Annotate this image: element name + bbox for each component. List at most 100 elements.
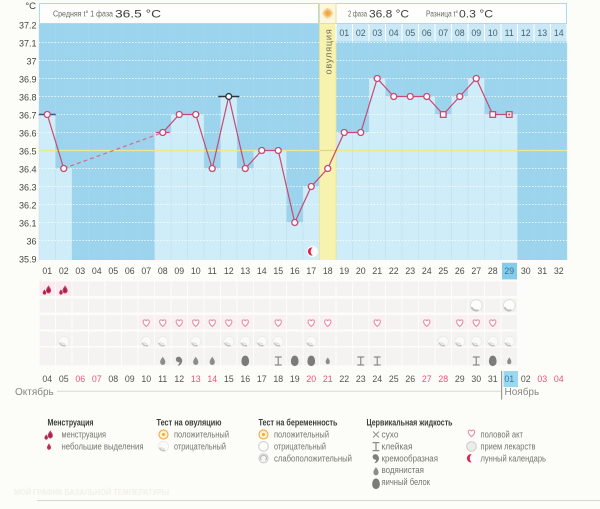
svg-text:02: 02 (521, 374, 531, 384)
svg-text:Октябрь: Октябрь (15, 386, 54, 398)
svg-text:кремообразная: кремообразная (382, 453, 439, 463)
svg-text:31: 31 (537, 266, 547, 276)
svg-text:10: 10 (191, 266, 201, 276)
svg-text:30: 30 (471, 374, 481, 384)
svg-text:27: 27 (422, 374, 432, 384)
svg-text:Ноябрь: Ноябрь (505, 386, 540, 398)
svg-text:Тест на беременность: Тест на беременность (259, 418, 338, 428)
svg-text:37.1: 37.1 (19, 39, 37, 49)
svg-text:11: 11 (505, 28, 514, 38)
svg-text:05: 05 (108, 266, 118, 276)
svg-text:водянистая: водянистая (382, 465, 425, 475)
svg-text:06: 06 (422, 28, 432, 38)
svg-text:10: 10 (141, 374, 151, 384)
svg-text:положительный: положительный (274, 430, 329, 440)
svg-text:37: 37 (26, 57, 36, 67)
svg-text:0.3 °C: 0.3 °C (459, 8, 493, 20)
svg-text:13: 13 (191, 374, 201, 384)
svg-text:яичный белок: яичный белок (382, 477, 431, 487)
svg-text:положительный: положительный (174, 430, 229, 440)
svg-text:19: 19 (339, 266, 349, 276)
svg-text:31: 31 (488, 374, 498, 384)
svg-text:12: 12 (174, 374, 184, 384)
svg-text:Цервикальная жидкость: Цервикальная жидкость (367, 418, 453, 428)
svg-text:01: 01 (42, 266, 52, 276)
svg-text:07: 07 (438, 28, 448, 38)
svg-text:04: 04 (389, 28, 399, 38)
svg-text:°C: °C (25, 1, 36, 12)
svg-text:36.9: 36.9 (19, 75, 37, 85)
svg-text:половой акт: половой акт (481, 430, 524, 440)
svg-text:Разница t°: Разница t° (426, 9, 458, 19)
svg-text:Средняя t° 1 фаза: Средняя t° 1 фаза (53, 9, 113, 19)
svg-text:25: 25 (438, 266, 448, 276)
svg-text:11: 11 (208, 266, 217, 276)
svg-text:15: 15 (224, 374, 234, 384)
svg-text:16: 16 (290, 266, 300, 276)
svg-text:36.6: 36.6 (19, 129, 37, 139)
svg-text:01: 01 (504, 374, 514, 384)
svg-text:отрицательный: отрицательный (174, 441, 226, 451)
svg-text:03: 03 (75, 266, 85, 276)
svg-text:37.2: 37.2 (19, 21, 37, 31)
svg-text:22: 22 (389, 266, 399, 276)
svg-text:05: 05 (59, 374, 69, 384)
svg-text:27: 27 (471, 266, 481, 276)
svg-text:Менструация: Менструация (48, 418, 94, 428)
svg-text:36.4: 36.4 (19, 165, 37, 175)
svg-text:11: 11 (158, 374, 167, 384)
svg-text:09: 09 (174, 266, 184, 276)
svg-text:03: 03 (537, 374, 547, 384)
svg-text:прием лекарств: прием лекарств (481, 441, 536, 451)
svg-text:36.5: 36.5 (19, 147, 37, 157)
svg-text:29: 29 (504, 266, 514, 276)
svg-text:36.8 °C: 36.8 °C (369, 8, 409, 20)
svg-text:небольшие выделения: небольшие выделения (62, 441, 144, 451)
svg-text:25: 25 (389, 374, 399, 384)
svg-text:05: 05 (405, 28, 415, 38)
svg-text:28: 28 (438, 374, 448, 384)
svg-text:2 фаза: 2 фаза (348, 9, 367, 19)
svg-text:08: 08 (158, 266, 168, 276)
svg-text:10: 10 (488, 28, 498, 38)
svg-text:17: 17 (257, 374, 267, 384)
svg-text:23: 23 (356, 374, 366, 384)
svg-text:клейкая: клейкая (382, 441, 413, 451)
svg-text:03: 03 (372, 28, 382, 38)
svg-text:14: 14 (554, 28, 564, 38)
svg-text:08: 08 (108, 374, 118, 384)
svg-text:36.7: 36.7 (19, 111, 37, 121)
svg-text:13: 13 (537, 28, 547, 38)
svg-text:21: 21 (372, 266, 382, 276)
svg-text:26: 26 (455, 266, 465, 276)
svg-text:07: 07 (141, 266, 151, 276)
svg-text:36: 36 (26, 237, 36, 247)
svg-text:отрицательный: отрицательный (274, 441, 326, 451)
svg-text:менструация: менструация (62, 430, 107, 440)
svg-text:36.3: 36.3 (19, 183, 37, 193)
svg-text:19: 19 (290, 374, 300, 384)
svg-text:14: 14 (257, 266, 267, 276)
svg-text:04: 04 (42, 374, 52, 384)
svg-text:36.5 °C: 36.5 °C (115, 8, 161, 20)
svg-text:24: 24 (422, 266, 432, 276)
svg-text:12: 12 (521, 28, 531, 38)
svg-text:36.8: 36.8 (19, 93, 37, 103)
svg-text:09: 09 (471, 28, 481, 38)
svg-text:04: 04 (92, 266, 102, 276)
svg-text:29: 29 (455, 374, 465, 384)
svg-text:18: 18 (273, 374, 283, 384)
svg-text:сухо: сухо (382, 430, 399, 440)
svg-text:04: 04 (554, 374, 564, 384)
svg-text:07: 07 (92, 374, 102, 384)
svg-text:36.1: 36.1 (19, 219, 37, 229)
svg-text:21: 21 (323, 374, 333, 384)
svg-text:14: 14 (207, 374, 217, 384)
svg-text:02: 02 (356, 28, 366, 38)
svg-text:28: 28 (488, 266, 498, 276)
svg-text:17: 17 (306, 266, 316, 276)
svg-text:15: 15 (273, 266, 283, 276)
svg-text:овуляция: овуляция (323, 29, 334, 75)
svg-text:08: 08 (455, 28, 465, 38)
svg-text:лунный календарь: лунный календарь (481, 453, 547, 463)
